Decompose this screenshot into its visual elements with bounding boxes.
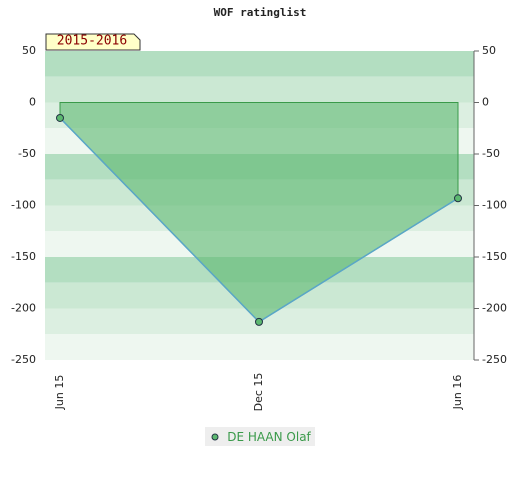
y2-tick-label: -50 <box>482 147 500 160</box>
y2-tick-label: -200 <box>482 302 507 315</box>
point <box>56 113 64 122</box>
x-tick-label: Jun 15 <box>53 375 66 411</box>
x-tick-label: Dec 15 <box>252 373 265 412</box>
y2-tick-label: -100 <box>482 199 507 212</box>
annotation: 2015-2016 <box>45 33 141 51</box>
y2-tick-label: -150 <box>482 250 507 263</box>
x-tick-label: Jun 16 <box>451 375 464 411</box>
y-tick-label: -50 <box>18 147 36 160</box>
chart-title: WOF ratinglist <box>214 6 307 19</box>
y2-tick-label: -250 <box>482 353 507 366</box>
y-tick-label: -200 <box>11 302 36 315</box>
y-tick-label: -250 <box>11 353 36 366</box>
y-tick-label: -150 <box>11 250 36 263</box>
annotation-text: 2015-2016 <box>57 34 127 49</box>
y2-tick-label: 50 <box>482 44 496 57</box>
annotation-box <box>45 33 141 51</box>
point <box>255 317 263 326</box>
point <box>454 194 462 203</box>
y2-tick-label: 0 <box>482 96 489 109</box>
legend: DE HAAN Olaf <box>205 427 315 446</box>
y-tick-label: -100 <box>11 199 36 212</box>
legend-label: DE HAAN Olaf <box>227 429 311 444</box>
legend-marker <box>211 433 219 440</box>
y-tick-label: 0 <box>29 96 36 109</box>
y-tick-label: 50 <box>22 44 36 57</box>
